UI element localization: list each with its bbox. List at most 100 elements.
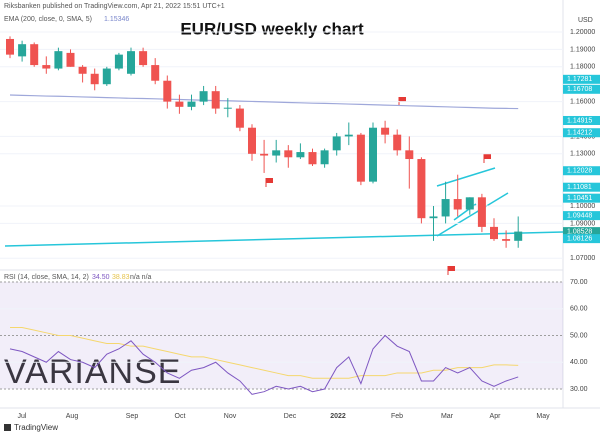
flag [484,154,491,159]
candle-body [514,231,523,241]
candle-body [235,108,244,128]
price-label: 1.08528 [567,228,592,235]
candle-body [248,127,256,154]
candle-body [320,150,329,165]
price-label-box [563,166,600,176]
y-tick-label: 1.18000 [570,64,595,71]
y-tick-label: 1.07000 [570,255,595,262]
candle-body [502,239,511,241]
candle-body [18,44,27,57]
price-label-box [563,182,600,192]
candle-body [102,68,111,85]
y-tick-label: 1.13000 [570,151,595,158]
candle-body [114,54,123,69]
candle-body [127,51,135,74]
candle-body [30,44,39,66]
candle-body [223,107,232,109]
price-label: 1.11081 [567,184,592,191]
price-label-box [563,193,600,203]
flag [399,97,406,102]
candle-body [284,150,293,158]
candle-body [429,216,438,219]
x-tick-label: Nov [224,413,237,420]
rsi-tick-label: 40.00 [570,359,588,366]
candle-body [417,159,426,219]
candle-body [381,127,390,135]
y-tick-label: 1.16000 [570,98,595,105]
candle-body [272,150,281,156]
candle-body [332,136,341,151]
candle-body [187,101,196,107]
candle-body [175,101,184,107]
currency: USD [578,17,593,24]
rsi-ma-value: 38.83 [112,274,130,281]
price-label: 1.12028 [567,168,592,175]
candle-body [490,226,498,240]
channel-line [436,192,509,237]
candle-body [54,51,63,69]
x-tick-label: Apr [490,413,502,420]
price-label: 1.08126 [567,235,592,242]
y-tick-label: 1.20000 [570,29,595,36]
candle-body [369,127,377,182]
price-label: 1.09448 [567,212,592,219]
candle-body [453,199,462,210]
candle-body [356,134,365,182]
ema-legend: EMA (200, close, 0, SMA, 5) [4,16,92,23]
rsi-legend: RSI (14, close, SMA, 14, 2) [4,274,89,281]
rsi-line [9,334,519,395]
candle-body [6,38,14,55]
price-label-box [563,211,600,221]
rsi-tick-label: 30.00 [570,386,588,393]
flag [266,178,273,183]
rsi-value: 34.50 [92,274,110,281]
price-label-box [563,234,600,244]
x-tick-label: Mar [441,413,454,420]
x-tick-label: Oct [175,413,186,420]
candle-body [308,152,317,165]
trend-line [4,231,564,247]
x-tick-label: Jul [18,413,27,420]
channel-line [436,167,496,187]
candle-body [90,73,99,85]
publisher: Riksbanken published on TradingView.com,… [4,3,225,10]
footer: TradingView [14,423,58,432]
price-label-box [563,128,600,138]
candle-body [441,199,450,217]
x-tick-label: Dec [284,413,297,420]
price-label: 1.16708 [567,86,592,93]
x-tick-label: 2022 [330,413,346,420]
rsi-extra: n/a n/a [130,274,152,281]
price-label-box [563,84,600,94]
footer-icon [4,424,11,431]
candle-body [139,51,148,66]
candle-body [151,65,160,81]
price-label: 1.14915 [567,117,592,124]
candle-body [211,91,220,109]
candle-body [163,80,172,102]
x-tick-label: Sep [126,413,139,420]
y-tick-label: 1.10000 [570,203,595,210]
candle-body [66,52,75,67]
price-label-box [563,74,600,84]
rsi-ma-line [10,326,519,379]
flag [448,266,455,271]
candle-body [477,197,486,227]
price-label-box [563,115,600,125]
rsi-tick-label: 60.00 [570,306,588,313]
candle-body [296,152,305,158]
candle-body [42,65,51,69]
candle-body [78,66,87,74]
candle-body [199,91,208,102]
price-label: 1.14212 [567,130,592,137]
ema-value: 1.15346 [104,16,129,23]
x-tick-label: May [536,413,550,420]
candle-body [405,150,414,160]
y-tick-label: 1.09000 [570,220,595,227]
candle-body [465,197,474,210]
chart-title: EUR/USD weekly chart [180,19,364,38]
y-tick-label: 1.19000 [570,46,595,53]
rsi-tick-label: 70.00 [570,279,588,286]
